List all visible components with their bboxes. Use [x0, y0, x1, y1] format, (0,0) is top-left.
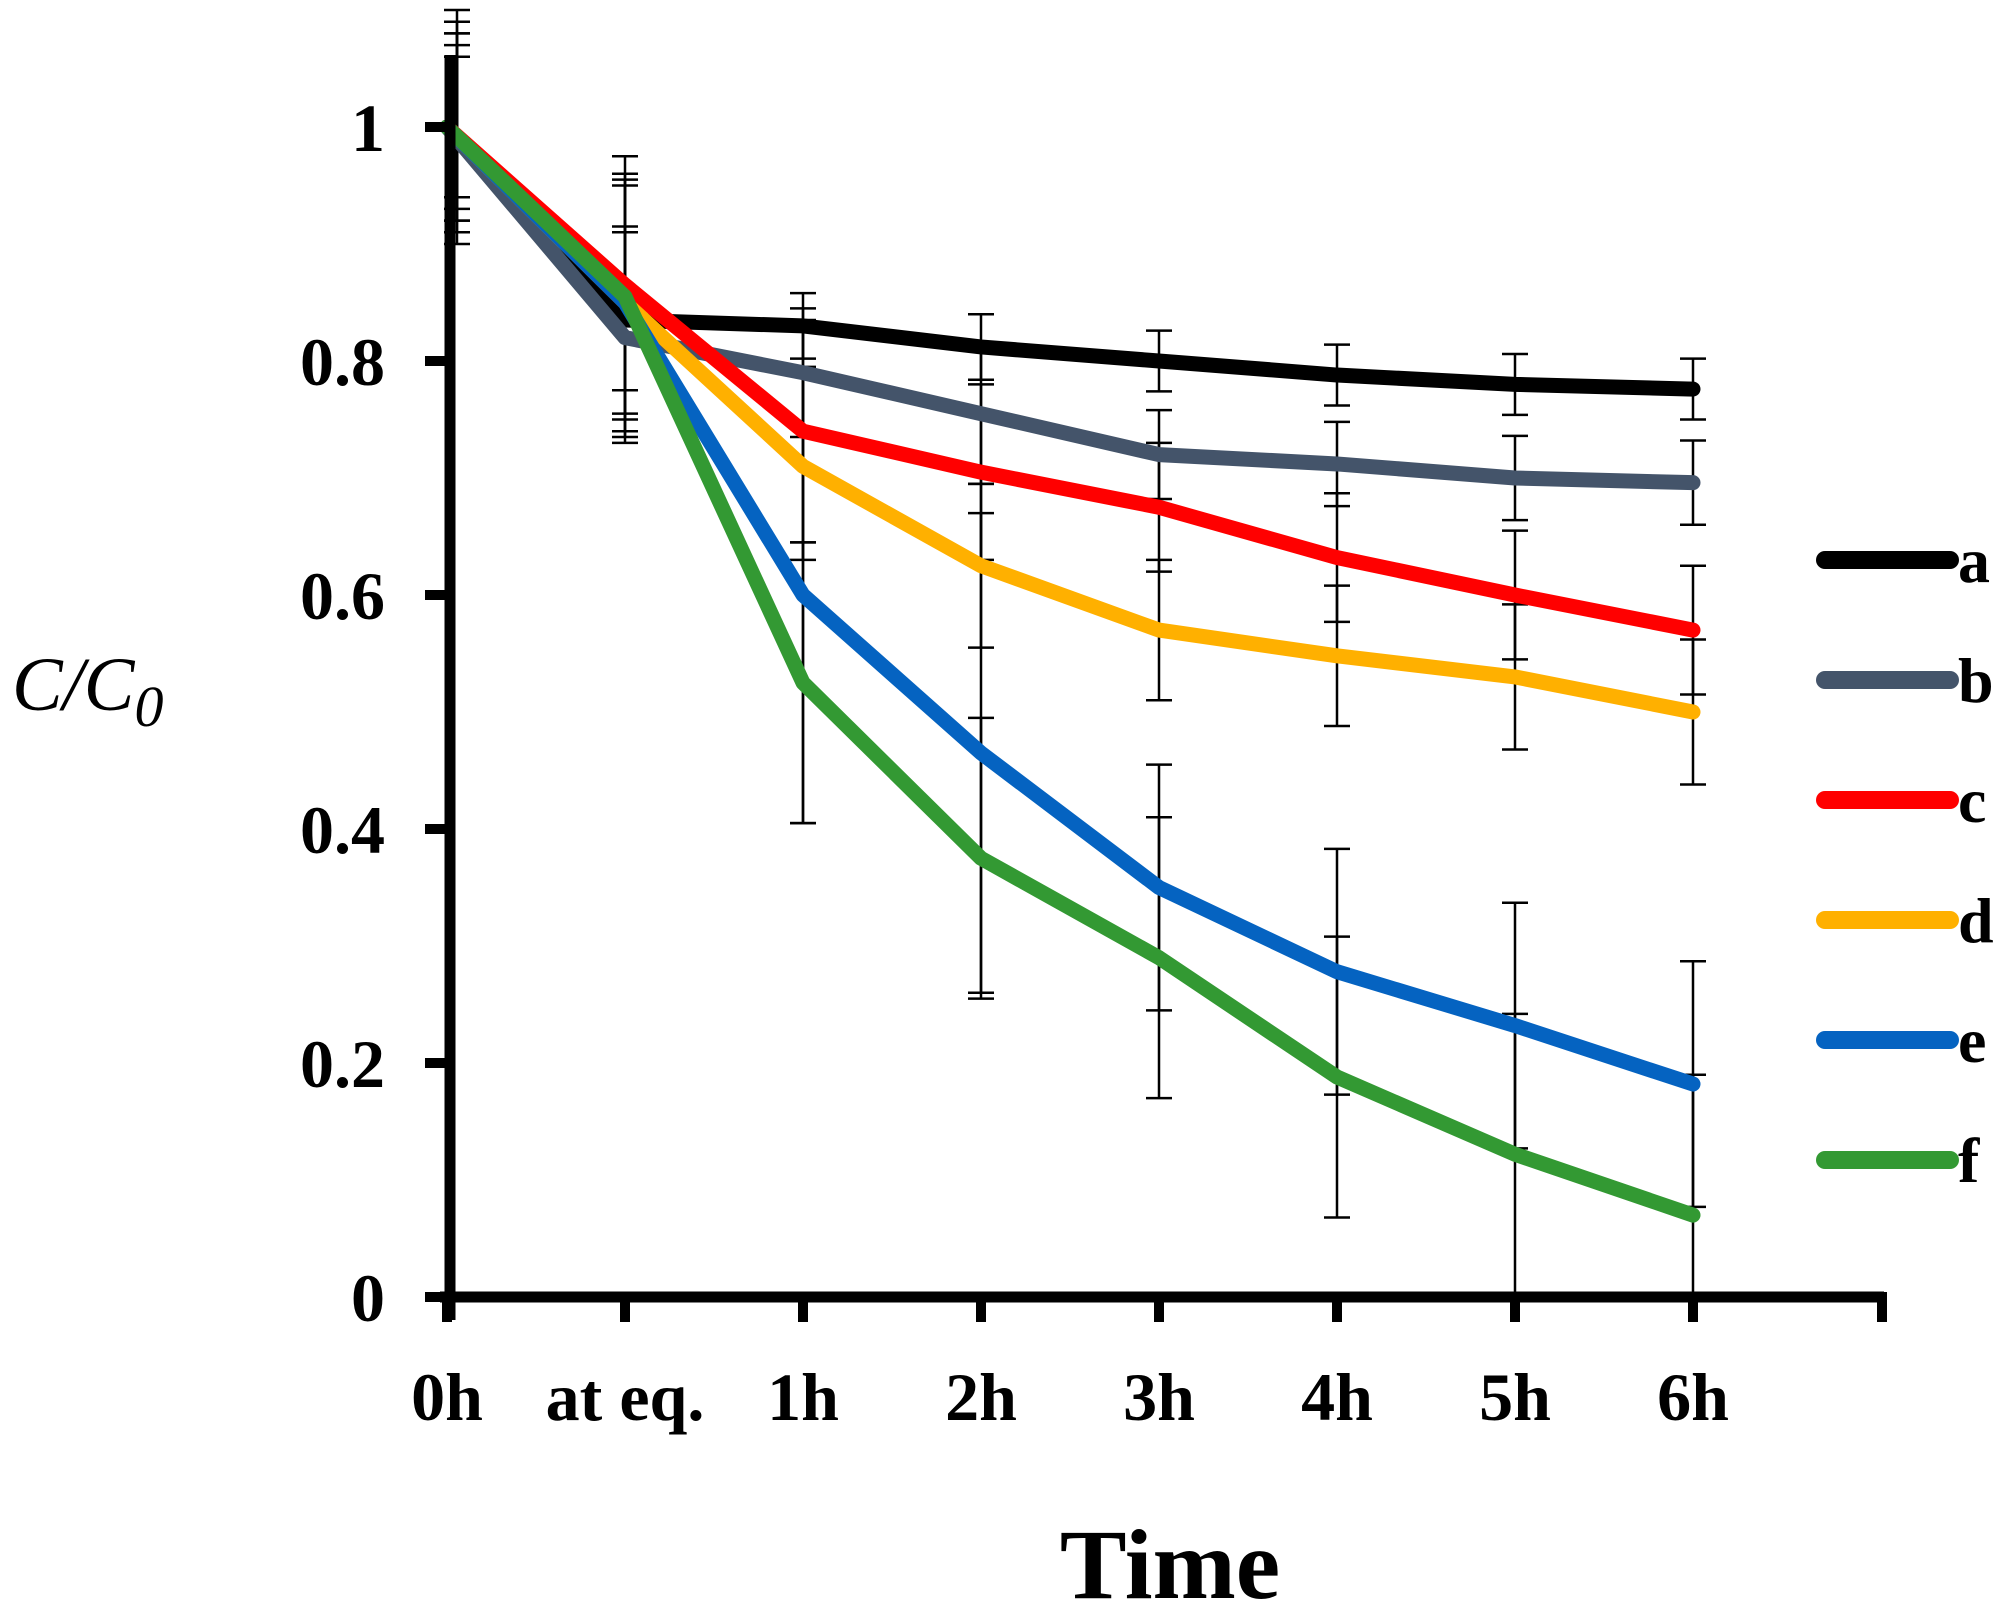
x-axis-title: Time [1060, 1509, 1280, 1620]
legend-label: c [1958, 765, 1986, 836]
ticks: 0 0.2 0.4 0.6 0.8 1 0h at eq. 1h 2h 3h 4h 5h 6h [300, 90, 1887, 1435]
y-tick-label: 0.4 [300, 792, 385, 868]
x-tick-label: at eq. [546, 1359, 705, 1435]
y-axis-title-subscript: 0 [135, 674, 164, 739]
series-line-d [439, 119, 1701, 720]
y-axis-title-main: C/C [12, 643, 136, 727]
x-tick-label: 3h [1123, 1359, 1195, 1435]
x-tick-label: 1h [767, 1359, 839, 1435]
legend-item-e: e [1816, 1005, 1986, 1076]
y-tick-label: 1 [351, 90, 385, 166]
legend-item-b: b [1816, 645, 1994, 716]
error-bar-f [1680, 1073, 1706, 1299]
legend-item-a: a [1816, 525, 1990, 596]
axes [440, 55, 1884, 1320]
legend-item-d: d [1816, 885, 1994, 956]
legend-label: e [1958, 1005, 1986, 1076]
x-tick-label: 2h [945, 1359, 1017, 1435]
y-tick-label: 0.2 [300, 1026, 385, 1102]
plot-area [439, 8, 1706, 1299]
x-tick-label: 5h [1479, 1359, 1551, 1435]
legend-label: f [1958, 1125, 1980, 1196]
legend-item-f: f [1816, 1125, 1980, 1196]
x-tick-label: 0h [411, 1359, 483, 1435]
series-line-c [439, 119, 1701, 638]
x-tick-label: 6h [1657, 1359, 1729, 1435]
legend-label: b [1958, 645, 1994, 716]
series-line-f [439, 119, 1701, 1223]
y-tick-label: 0 [351, 1260, 385, 1336]
legend-item-c: c [1816, 765, 1986, 836]
x-tick-label: 4h [1301, 1359, 1373, 1435]
legend-label: a [1958, 525, 1990, 596]
y-tick-label: 0.6 [300, 558, 385, 634]
series-line-a [439, 119, 1701, 397]
y-axis-title: C/C0 [12, 643, 164, 739]
legend-label: d [1958, 885, 1994, 956]
y-tick-label: 0.8 [300, 324, 385, 400]
